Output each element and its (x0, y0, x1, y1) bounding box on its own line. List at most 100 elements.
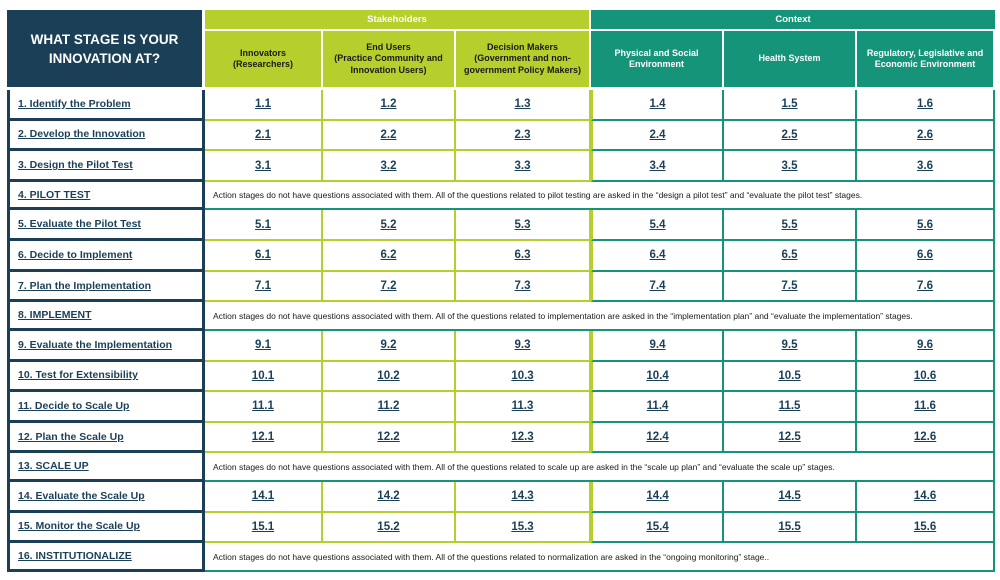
question-link[interactable]: 14.1 (251, 490, 275, 503)
question-link[interactable]: 3.1 (255, 159, 271, 172)
question-link[interactable]: 2.1 (255, 128, 271, 141)
stage-label-link[interactable]: 3. Design the Pilot Test (18, 159, 133, 172)
question-link[interactable]: 1.5 (781, 98, 798, 111)
question-link[interactable]: 11.6 (914, 400, 936, 413)
stage-label-link[interactable]: 2. Develop the Innovation (18, 128, 146, 141)
question-link[interactable]: 2.2 (380, 128, 397, 141)
question-link[interactable]: 11.5 (778, 400, 801, 413)
question-link[interactable]: 9.4 (649, 339, 666, 352)
question-link[interactable]: 9.1 (255, 339, 271, 352)
question-link[interactable]: 12.3 (511, 431, 534, 444)
stage-label-cell[interactable]: 12. Plan the Scale Up (7, 422, 205, 454)
question-link[interactable]: 7.6 (917, 280, 934, 293)
question-link[interactable]: 2.5 (781, 128, 798, 141)
question-link[interactable]: 11.4 (646, 400, 669, 413)
question-link[interactable]: 14.3 (511, 490, 534, 503)
question-link[interactable]: 14.2 (377, 490, 400, 503)
stage-label-link[interactable]: 8. IMPLEMENT (18, 309, 92, 322)
stage-label-cell[interactable]: 6. Decide to Implement (7, 241, 205, 272)
question-link[interactable]: 6.2 (380, 249, 397, 262)
question-link[interactable]: 1.6 (917, 98, 934, 111)
stage-label-cell[interactable]: 7. Plan the Implementation (7, 271, 205, 303)
stage-label-link[interactable]: 7. Plan the Implementation (18, 279, 152, 292)
stage-label-link[interactable]: 9. Evaluate the Implementation (18, 338, 173, 351)
question-link[interactable]: 7.5 (781, 280, 798, 293)
stage-label-cell[interactable]: 13. SCALE UP (7, 453, 205, 482)
question-link[interactable]: 5.4 (649, 218, 666, 231)
question-link[interactable]: 5.5 (781, 218, 798, 231)
question-link[interactable]: 15.3 (511, 520, 534, 533)
stage-label-link[interactable]: 11. Decide to Scale Up (18, 399, 130, 412)
stage-label-link[interactable]: 12. Plan the Scale Up (18, 430, 124, 443)
question-link[interactable]: 9.3 (514, 339, 531, 352)
stage-label-cell[interactable]: 2. Develop the Innovation (7, 120, 205, 152)
stage-label-cell[interactable]: 4. PILOT TEST (7, 181, 205, 211)
question-link[interactable]: 15.2 (377, 520, 400, 533)
stage-label-cell[interactable]: 10. Test for Extensibility (7, 361, 205, 393)
question-link[interactable]: 10.6 (913, 369, 937, 382)
question-link[interactable]: 1.4 (649, 98, 666, 111)
question-link[interactable]: 5.2 (380, 218, 397, 231)
stage-label-cell[interactable]: 8. IMPLEMENT (7, 302, 205, 331)
question-link[interactable]: 11.2 (377, 400, 400, 413)
stage-label-link[interactable]: 13. SCALE UP (18, 460, 89, 473)
stage-label-cell[interactable]: 11. Decide to Scale Up (7, 392, 205, 423)
question-link[interactable]: 12.5 (778, 431, 801, 444)
question-link[interactable]: 7.3 (514, 280, 531, 293)
question-link[interactable]: 3.6 (917, 159, 934, 172)
stage-label-cell[interactable]: 9. Evaluate the Implementation (7, 330, 205, 362)
question-link[interactable]: 6.5 (781, 249, 798, 262)
question-link[interactable]: 3.2 (380, 159, 397, 172)
question-link[interactable]: 3.3 (514, 159, 531, 172)
question-link[interactable]: 6.3 (514, 249, 531, 262)
stage-label-link[interactable]: 6. Decide to Implement (18, 248, 133, 261)
stage-label-cell[interactable]: 1. Identify the Problem (7, 90, 205, 121)
question-link[interactable]: 7.4 (649, 280, 666, 293)
question-link[interactable]: 5.1 (255, 218, 271, 231)
question-link[interactable]: 5.3 (514, 218, 531, 231)
stage-label-cell[interactable]: 15. Monitor the Scale Up (7, 512, 205, 544)
question-link[interactable]: 6.6 (917, 249, 934, 262)
question-link[interactable]: 14.4 (646, 490, 669, 503)
question-link[interactable]: 11.3 (511, 400, 534, 413)
question-link[interactable]: 15.1 (251, 520, 275, 533)
question-link[interactable]: 7.1 (255, 280, 271, 293)
question-link[interactable]: 15.4 (646, 520, 669, 533)
question-link[interactable]: 12.2 (377, 431, 400, 444)
stage-label-cell[interactable]: 14. Evaluate the Scale Up (7, 481, 205, 513)
stage-label-link[interactable]: 16. INSTITUTIONALIZE (18, 550, 132, 563)
question-link[interactable]: 12.4 (646, 431, 669, 444)
stage-label-link[interactable]: 4. PILOT TEST (18, 188, 91, 201)
question-link[interactable]: 2.4 (649, 128, 666, 141)
question-link[interactable]: 9.5 (781, 339, 798, 352)
question-link[interactable]: 10.4 (646, 369, 669, 382)
question-link[interactable]: 6.4 (649, 249, 666, 262)
stage-label-link[interactable]: 5. Evaluate the Pilot Test (18, 218, 141, 231)
question-link[interactable]: 10.5 (778, 369, 801, 382)
question-link[interactable]: 10.2 (377, 369, 400, 382)
question-link[interactable]: 1.1 (255, 98, 271, 111)
question-link[interactable]: 2.6 (917, 128, 934, 141)
question-link[interactable]: 9.6 (917, 339, 934, 352)
question-link[interactable]: 14.5 (778, 490, 801, 503)
stage-label-cell[interactable]: 16. INSTITUTIONALIZE (7, 543, 205, 572)
question-link[interactable]: 12.1 (251, 431, 275, 444)
question-link[interactable]: 5.6 (917, 218, 934, 231)
question-link[interactable]: 1.3 (514, 98, 531, 111)
question-link[interactable]: 14.6 (913, 490, 937, 503)
stage-label-cell[interactable]: 5. Evaluate the Pilot Test (7, 210, 205, 242)
question-link[interactable]: 7.2 (380, 280, 397, 293)
question-link[interactable]: 2.3 (514, 128, 531, 141)
question-link[interactable]: 3.5 (781, 159, 798, 172)
question-link[interactable]: 10.3 (511, 369, 534, 382)
question-link[interactable]: 15.6 (913, 520, 937, 533)
question-link[interactable]: 1.2 (380, 98, 397, 111)
stage-label-link[interactable]: 10. Test for Extensibility (18, 369, 139, 382)
stage-label-link[interactable]: 1. Identify the Problem (18, 97, 131, 110)
question-link[interactable]: 3.4 (649, 159, 666, 172)
stage-label-link[interactable]: 14. Evaluate the Scale Up (18, 489, 145, 502)
question-link[interactable]: 12.6 (913, 431, 937, 444)
stage-label-cell[interactable]: 3. Design the Pilot Test (7, 151, 205, 182)
question-link[interactable]: 9.2 (380, 339, 397, 352)
question-link[interactable]: 6.1 (255, 249, 271, 262)
